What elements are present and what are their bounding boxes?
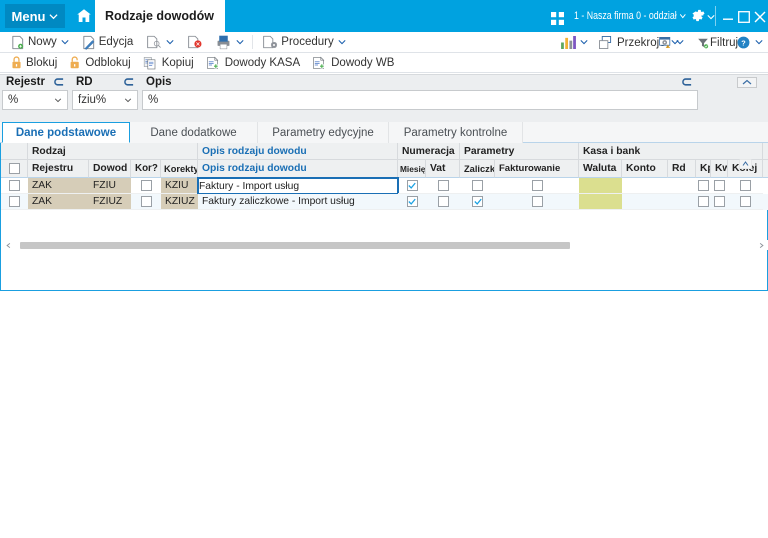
svg-text:?: ? [741, 39, 746, 48]
